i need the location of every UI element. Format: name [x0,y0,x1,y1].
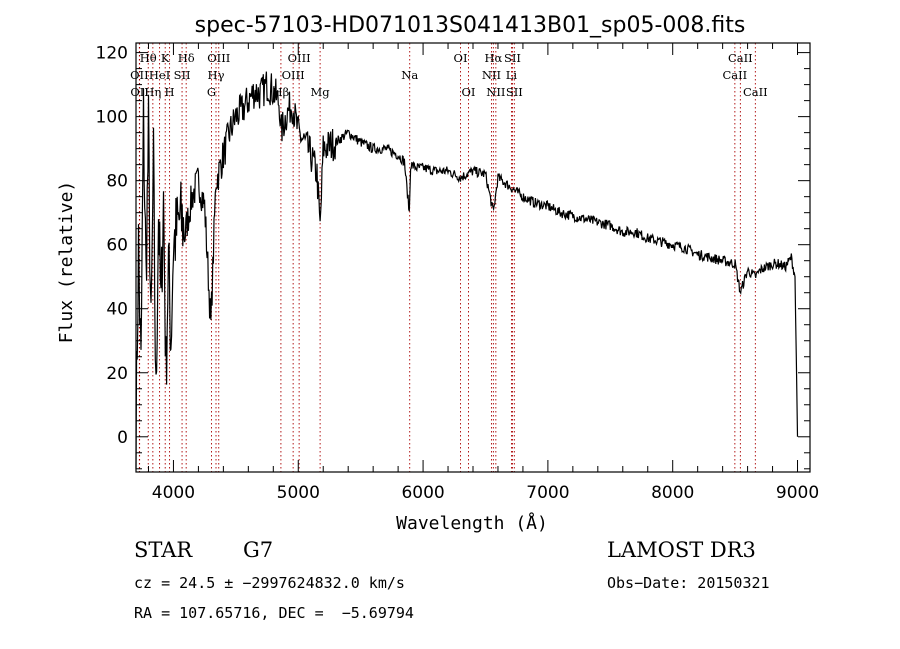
x-tick-label: 5000 [277,483,320,503]
spectral-line-label: Na [401,68,418,82]
spectral-line-label: Hη [144,85,161,99]
spectral-line-label: SII [174,68,191,82]
spectral-line-label: CaII [728,51,753,65]
spectral-line-label: Hθ [140,51,157,65]
spectral-line-label: OIII [282,68,305,82]
spectral-line-label: OI [454,51,468,65]
spectral-line-label: Hα [484,51,502,65]
spectral-line-label: OII [130,85,149,99]
spectral-line-label: Hγ [208,68,225,82]
object-class: STAR [134,538,193,562]
chart-title: spec-57103-HD071013S041413B01_sp05-008.f… [195,13,746,38]
y-tick-label: 80 [106,172,128,192]
x-tick-label: 6000 [401,483,444,503]
y-tick-label: 20 [106,364,128,384]
spectral-line-label: Mg [311,85,331,99]
spectral-line-label: NII [486,85,505,99]
spectral-line-label: Hδ [178,51,195,65]
x-tick-label: 9000 [776,483,819,503]
spectral-line-label: Hβ [273,85,290,99]
y-tick-label: 60 [106,236,128,256]
spectral-line-label: NII [482,68,501,82]
spectral-line-label: Li [506,68,518,82]
obs-date: Obs−Date: 20150321 [607,574,770,592]
y-axis-label: Flux (relative) [56,181,77,344]
y-tick-label: 0 [117,428,128,448]
spectral-line-label: OII [130,68,149,82]
spectrum-line [135,71,799,469]
spectral-line-label: G [207,85,216,99]
spectral-line-label: K [161,51,170,65]
y-tick-label: 120 [96,44,128,64]
spectral-line-label: CaII [743,85,768,99]
y-tick-label: 100 [96,108,128,128]
y-tick-label: 40 [106,300,128,320]
spectral-line-label: H [165,85,175,99]
x-axis-label: Wavelength (Å) [396,512,548,534]
x-tick-label: 8000 [651,483,694,503]
spectral-line-label: OI [462,85,476,99]
x-tick-label: 4000 [152,483,195,503]
redshift-value: cz = 24.5 ± −2997624832.0 km/s [134,574,405,592]
coordinates: RA = 107.65716, DEC = −5.69794 [134,604,414,622]
spectral-line-label: SII [506,85,523,99]
spectral-line-label: OIII [288,51,311,65]
spectral-line-markers [138,43,756,472]
spectral-line-label: HeI [149,68,170,82]
spectral-line-label: SII [504,51,521,65]
spectral-line-label: OIII [207,51,230,65]
subclass: G7 [243,538,274,562]
survey-name: LAMOST DR3 [607,538,756,562]
spectral-line-label: CaII [722,68,747,82]
x-tick-label: 7000 [526,483,569,503]
axis-ticks: 4000 5000 6000 7000 8000 9000 0 20 40 60 80 100 120 [96,43,819,503]
